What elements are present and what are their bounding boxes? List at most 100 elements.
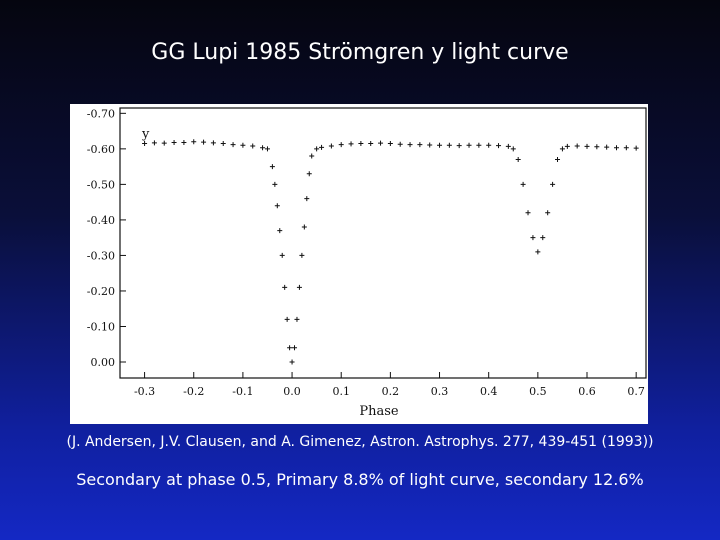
data-point (545, 210, 551, 216)
data-point (272, 181, 278, 187)
x-tick-label: 0.5 (529, 385, 547, 398)
data-point (304, 196, 310, 202)
y-tick-label: -0.50 (87, 178, 115, 191)
y-tick-label: -0.40 (87, 214, 115, 227)
data-point (338, 142, 344, 148)
y-tick-label: -0.60 (87, 143, 115, 156)
plot-frame (119, 107, 647, 379)
data-point (260, 145, 266, 151)
data-point (296, 284, 302, 290)
data-point (181, 139, 187, 145)
slide-title: GG Lupi 1985 Strömgren y light curve (151, 40, 569, 65)
data-point (437, 142, 443, 148)
data-point (292, 345, 298, 351)
data-point (584, 143, 590, 149)
x-tick-label: -0.1 (232, 385, 253, 398)
data-point (210, 140, 216, 146)
data-point (623, 145, 629, 151)
y-axis-title: y (141, 127, 150, 142)
citation-text: (J. Andersen, J.V. Clausen, and A. Gimen… (66, 434, 654, 450)
data-point (564, 143, 570, 149)
y-axis-ticks: -0.70 -0.60 -0.50 -0.40 -0.30 -0.20 -0.10 0.00 (87, 107, 126, 369)
x-tick-label: -0.3 (134, 385, 155, 398)
data-point (368, 141, 374, 147)
data-point (220, 141, 226, 147)
x-tick-label: 0.6 (578, 385, 596, 398)
data-point (427, 142, 433, 148)
data-point (525, 210, 531, 216)
data-point (574, 143, 580, 149)
data-point (604, 144, 610, 150)
data-point (142, 141, 148, 147)
data-point (201, 139, 207, 145)
data-point (240, 142, 246, 148)
data-point (191, 139, 197, 145)
data-point (348, 141, 354, 147)
y-tick-label: -0.10 (87, 320, 115, 333)
data-point (505, 143, 511, 149)
data-point (284, 316, 290, 322)
data-point (550, 181, 556, 187)
x-tick-label: 0.2 (382, 385, 400, 398)
data-point (387, 141, 393, 147)
data-point (476, 142, 482, 148)
data-point (328, 143, 334, 149)
data-point (301, 224, 307, 230)
data-point (230, 142, 236, 148)
data-point (282, 284, 288, 290)
data-point (299, 252, 305, 258)
data-point (466, 142, 472, 148)
data-point (446, 142, 452, 148)
x-axis-ticks: -0.3 -0.2 -0.1 0.0 0.1 0.2 0.3 0.4 0.5 0.6 0.7 (134, 372, 645, 398)
data-point (309, 153, 315, 159)
data-point (540, 235, 546, 241)
data-points (142, 139, 639, 365)
data-point (151, 140, 157, 146)
x-tick-label: -0.2 (183, 385, 204, 398)
y-tick-label: -0.20 (87, 285, 115, 298)
data-point (306, 171, 312, 177)
data-point (358, 141, 364, 147)
x-axis-title: Phase (359, 404, 399, 419)
data-point (496, 143, 502, 149)
x-tick-label: 0.1 (332, 385, 350, 398)
data-point (274, 203, 280, 209)
y-tick-label: -0.70 (87, 107, 115, 120)
x-tick-label: 0.0 (283, 385, 301, 398)
data-point (633, 145, 639, 151)
data-point (456, 143, 462, 149)
data-point (417, 142, 423, 148)
data-point (520, 181, 526, 187)
caption-text: Secondary at phase 0.5, Primary 8.8% of … (76, 470, 644, 489)
x-tick-label: 0.7 (627, 385, 645, 398)
data-point (269, 164, 275, 170)
data-point (294, 316, 300, 322)
data-point (287, 345, 293, 351)
data-point (614, 145, 620, 151)
data-point (530, 235, 536, 241)
light-curve-svg: -0.3 -0.2 -0.1 0.0 0.1 0.2 0.3 0.4 0.5 0.6 0.7 -0.… (87, 107, 647, 419)
x-tick-label: 0.3 (431, 385, 449, 398)
y-tick-label: -0.30 (87, 249, 115, 262)
data-point (319, 144, 325, 150)
data-point (555, 157, 561, 163)
data-point (486, 142, 492, 148)
data-point (161, 140, 167, 146)
data-point (279, 252, 285, 258)
light-curve-plot: -0.3 -0.2 -0.1 0.0 0.1 0.2 0.3 0.4 0.5 0.6 0.7 -0.… (70, 104, 648, 424)
data-point (289, 359, 295, 365)
data-point (171, 139, 177, 145)
data-point (594, 144, 600, 150)
data-point (264, 146, 270, 152)
data-point (250, 143, 256, 149)
data-point (277, 228, 283, 234)
data-point (407, 142, 413, 148)
data-point (510, 146, 516, 152)
data-point (515, 157, 521, 163)
data-point (314, 146, 320, 152)
data-point (535, 249, 541, 255)
data-point (559, 146, 565, 152)
data-point (397, 141, 403, 147)
x-tick-label: 0.4 (480, 385, 498, 398)
data-point (378, 140, 384, 146)
